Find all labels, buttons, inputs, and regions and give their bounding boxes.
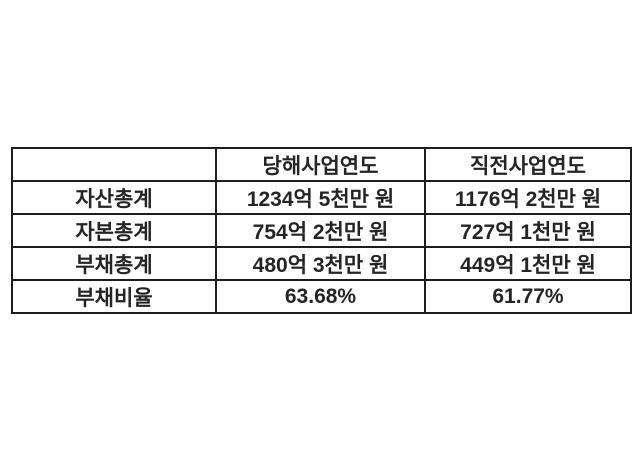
- financial-summary-table: 당해사업연도 직전사업연도 자산총계 1234억 5천만 원 1176억 2천만…: [11, 147, 632, 314]
- cell-assets-current: 1234억 5천만 원: [215, 180, 426, 215]
- table-row-total-assets: 자산총계 1234억 5천만 원 1176억 2천만 원: [11, 180, 632, 215]
- row-label-total-equity: 자본총계: [11, 213, 217, 248]
- table-row-total-liabilities: 부채총계 480억 3천만 원 449억 1천만 원: [11, 246, 632, 281]
- row-label-total-assets: 자산총계: [11, 180, 217, 215]
- row-label-total-liabilities: 부채총계: [11, 246, 217, 281]
- corner-empty-cell: [11, 147, 217, 182]
- header-row: 당해사업연도 직전사업연도: [11, 147, 632, 182]
- cell-assets-previous: 1176억 2천만 원: [424, 180, 632, 215]
- row-label-debt-ratio: 부채비율: [11, 279, 217, 314]
- cell-debt-ratio-current: 63.68%: [215, 279, 426, 314]
- col-header-current-year: 당해사업연도: [215, 147, 426, 182]
- table-row-debt-ratio: 부채비율 63.68% 61.77%: [11, 279, 632, 314]
- cell-liabilities-previous: 449억 1천만 원: [424, 246, 632, 281]
- cell-equity-current: 754억 2천만 원: [215, 213, 426, 248]
- cell-equity-previous: 727억 1천만 원: [424, 213, 632, 248]
- table-row-total-equity: 자본총계 754억 2천만 원 727억 1천만 원: [11, 213, 632, 248]
- col-header-previous-year: 직전사업연도: [424, 147, 632, 182]
- cell-liabilities-current: 480억 3천만 원: [215, 246, 426, 281]
- cell-debt-ratio-previous: 61.77%: [424, 279, 632, 314]
